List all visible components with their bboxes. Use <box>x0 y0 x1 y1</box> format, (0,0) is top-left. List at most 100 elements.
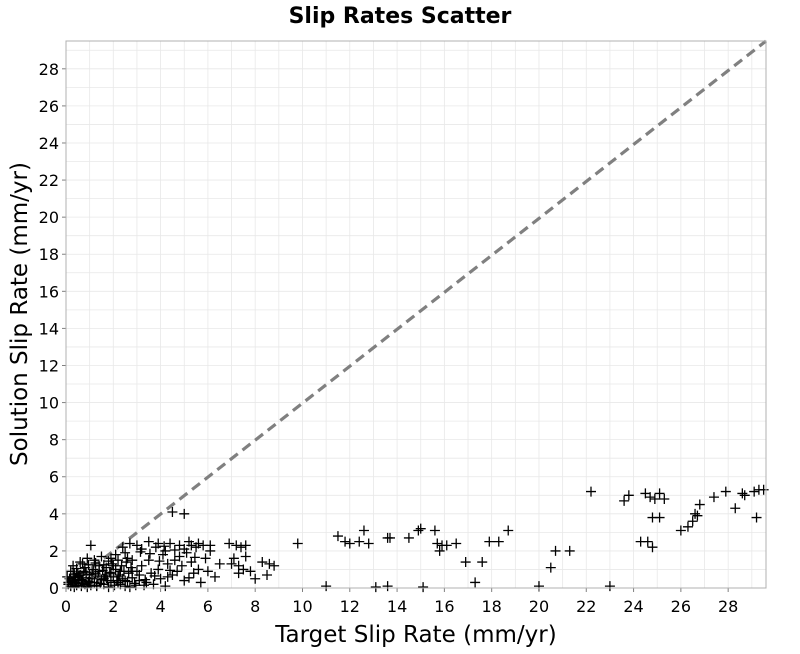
data-point <box>477 557 488 568</box>
data-point <box>105 553 116 564</box>
y-tick-label: 12 <box>39 356 59 375</box>
data-point <box>659 493 670 504</box>
data-point <box>127 555 138 566</box>
data-point <box>604 581 615 592</box>
x-axis-label: Target Slip Rate (mm/yr) <box>274 622 556 648</box>
data-point <box>484 536 495 547</box>
data-point <box>141 577 152 588</box>
data-point <box>233 568 244 579</box>
y-tick-label: 28 <box>39 60 59 79</box>
data-point <box>413 525 424 536</box>
data-point <box>460 557 471 568</box>
data-point <box>415 523 426 534</box>
data-point <box>384 532 395 543</box>
data-point <box>441 540 452 551</box>
data-point <box>193 538 204 549</box>
data-point <box>160 581 171 592</box>
y-tick-label: 2 <box>49 542 59 561</box>
y-tick-label: 14 <box>39 319 59 338</box>
data-point <box>189 552 200 563</box>
x-tick-label: 12 <box>340 597 360 616</box>
x-tick-label: 2 <box>108 597 118 616</box>
data-point <box>434 545 445 556</box>
data-point <box>179 544 190 555</box>
y-tick-label: 18 <box>39 245 59 264</box>
data-point <box>687 516 698 527</box>
data-point <box>165 565 176 576</box>
data-point <box>193 564 204 575</box>
data-point <box>231 540 242 551</box>
y-tick-label: 16 <box>39 282 59 301</box>
data-point <box>202 566 213 577</box>
plot-frame <box>65 40 767 589</box>
data-point <box>143 555 154 566</box>
data-point <box>90 557 101 568</box>
data-point <box>75 557 86 568</box>
data-point <box>96 551 107 562</box>
data-point <box>87 570 98 581</box>
data-point <box>269 560 280 571</box>
grid-layer <box>66 41 766 588</box>
data-point <box>143 536 154 547</box>
data-points-layer <box>62 484 769 593</box>
y-tick-label: 0 <box>49 579 59 598</box>
data-point <box>564 545 575 556</box>
data-point <box>155 573 166 584</box>
data-point <box>403 532 414 543</box>
data-point <box>85 540 96 551</box>
y-tick-label: 22 <box>39 171 59 190</box>
data-point <box>429 525 440 536</box>
data-point <box>737 488 748 499</box>
data-point <box>647 542 658 553</box>
data-point <box>179 508 190 519</box>
data-point <box>730 503 741 514</box>
x-tick-label: 4 <box>156 597 166 616</box>
data-point <box>160 545 171 556</box>
data-point <box>292 538 303 549</box>
data-point <box>240 551 251 562</box>
data-point <box>382 581 393 592</box>
data-point <box>344 538 355 549</box>
data-point <box>209 571 220 582</box>
data-point <box>154 556 165 567</box>
x-tick-label: 24 <box>623 597 643 616</box>
data-point <box>179 575 190 586</box>
y-tick-label: 6 <box>49 468 59 487</box>
data-point <box>135 546 146 557</box>
data-point <box>749 486 760 497</box>
data-point <box>78 578 89 589</box>
chart-title: Slip Rates Scatter <box>289 4 512 29</box>
data-point <box>654 512 665 523</box>
data-point <box>758 484 769 495</box>
data-point <box>332 531 343 542</box>
x-tick-label: 16 <box>434 597 454 616</box>
data-point <box>124 538 135 549</box>
data-point <box>675 525 686 536</box>
data-point <box>418 582 429 593</box>
data-point <box>144 548 155 559</box>
data-point <box>708 492 719 503</box>
data-point <box>240 540 251 551</box>
data-point <box>195 577 206 588</box>
data-point <box>153 564 164 575</box>
data-point <box>83 559 94 570</box>
data-point <box>692 510 703 521</box>
x-tick-label: 18 <box>481 597 501 616</box>
data-point <box>623 490 634 501</box>
data-point <box>169 544 180 555</box>
x-tick-label: 8 <box>250 597 260 616</box>
data-point <box>120 575 131 586</box>
data-point <box>136 560 147 571</box>
x-tick-label: 22 <box>576 597 596 616</box>
data-point <box>654 488 665 499</box>
data-point <box>751 512 762 523</box>
data-point <box>172 566 183 577</box>
data-point <box>113 555 124 566</box>
x-tick-label: 0 <box>61 597 71 616</box>
data-point <box>108 560 119 571</box>
y-tick-label: 24 <box>39 134 59 153</box>
data-point <box>98 559 109 570</box>
data-point <box>250 573 261 584</box>
data-point <box>81 567 92 578</box>
